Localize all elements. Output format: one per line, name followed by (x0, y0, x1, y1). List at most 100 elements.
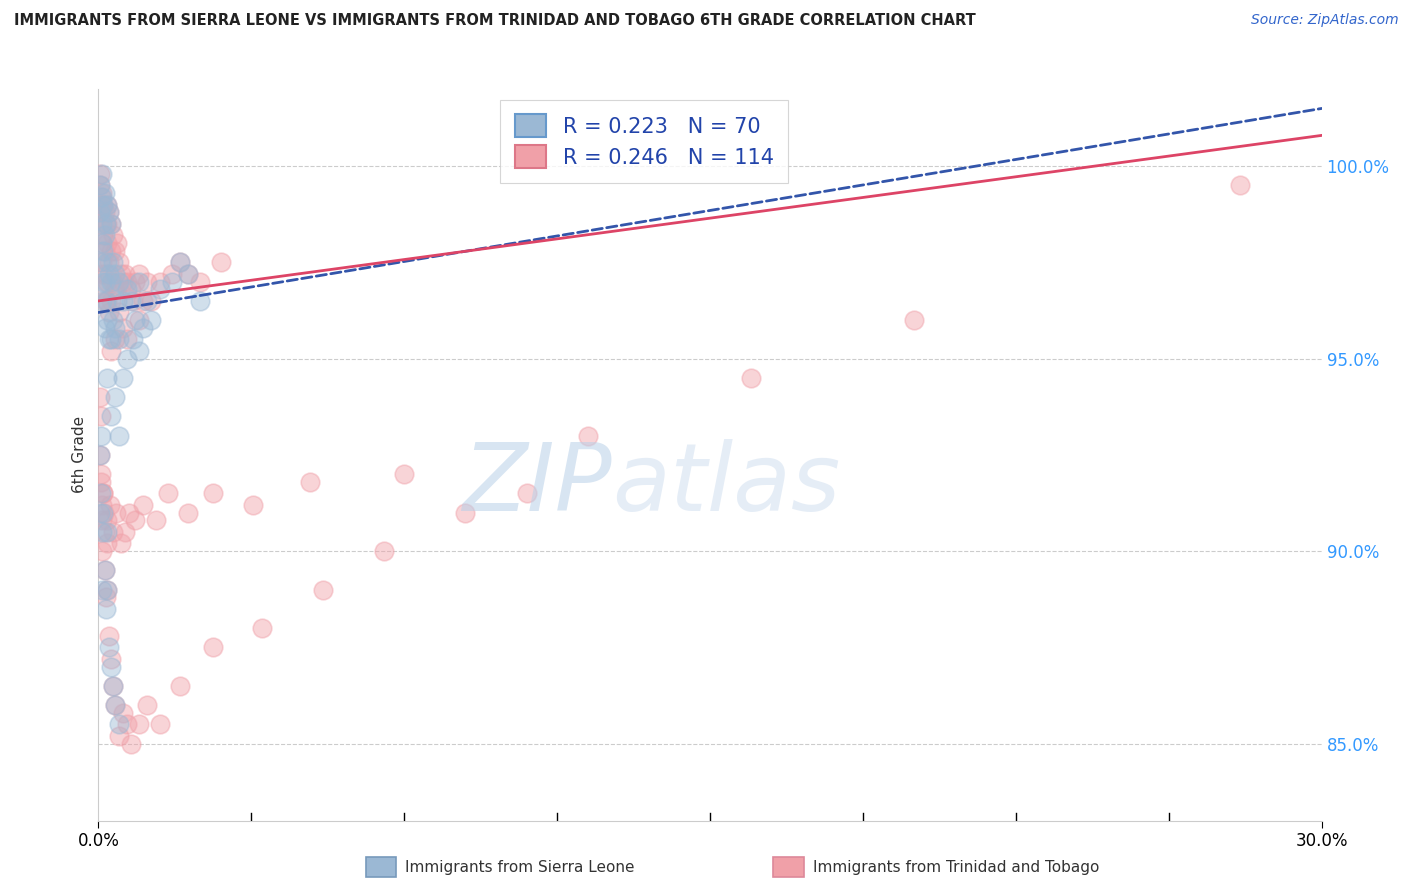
Point (114, 524, 136, 539)
Point (108, 305, 131, 319)
Point (136, 275, 159, 289)
Point (108, 729, 131, 743)
Point (454, 506, 477, 520)
Point (373, 544, 395, 558)
Point (90, 197, 112, 211)
Point (104, 282, 127, 296)
Point (740, 371, 762, 385)
Point (90, 475, 112, 489)
Point (104, 267, 127, 281)
Point (94, 591, 117, 605)
Point (108, 255, 131, 269)
Text: ZIP: ZIP (463, 439, 612, 530)
Point (104, 506, 127, 520)
Point (136, 293, 159, 308)
Point (91, 486, 114, 500)
Point (188, 275, 212, 289)
Point (93, 186, 115, 201)
Point (94, 293, 117, 308)
Point (104, 244, 127, 258)
Point (115, 333, 138, 347)
Point (89, 167, 111, 181)
Point (120, 282, 142, 296)
Point (97, 305, 120, 319)
Point (120, 737, 142, 751)
Point (124, 275, 146, 289)
Point (120, 293, 142, 308)
Point (111, 321, 134, 335)
Point (91, 167, 114, 181)
Point (91, 582, 114, 597)
Point (100, 333, 122, 347)
Point (149, 717, 172, 731)
Point (201, 640, 224, 655)
Text: Source: ZipAtlas.com: Source: ZipAtlas.com (1251, 13, 1399, 28)
Y-axis label: 6th Grade: 6th Grade (72, 417, 87, 493)
Point (93, 228, 115, 243)
Point (132, 321, 155, 335)
Point (96, 236, 118, 251)
Point (97, 333, 120, 347)
Point (96, 524, 118, 539)
Point (145, 513, 167, 527)
Point (90, 486, 112, 500)
Point (124, 313, 146, 327)
Point (108, 428, 131, 442)
Legend: R = 0.223   N = 70, R = 0.246   N = 114: R = 0.223 N = 70, R = 0.246 N = 114 (501, 100, 789, 183)
Point (101, 679, 124, 693)
Point (100, 659, 122, 673)
Text: atlas: atlas (612, 439, 841, 530)
Point (128, 343, 150, 358)
Point (91, 186, 114, 201)
Point (100, 343, 122, 358)
Point (576, 428, 599, 442)
Point (177, 506, 200, 520)
Point (101, 679, 124, 693)
Point (91, 205, 114, 219)
Point (188, 293, 212, 308)
Point (96, 197, 118, 211)
Point (110, 536, 132, 550)
Point (312, 582, 335, 597)
Point (93, 244, 115, 258)
Point (242, 498, 264, 512)
Point (105, 282, 128, 296)
Point (122, 333, 145, 347)
Point (141, 313, 163, 327)
Point (91, 267, 114, 281)
Point (89, 178, 111, 193)
Text: Immigrants from Trinidad and Tobago: Immigrants from Trinidad and Tobago (813, 860, 1099, 874)
Point (91, 197, 114, 211)
Point (104, 321, 127, 335)
Point (93, 293, 115, 308)
Point (115, 351, 138, 366)
Point (98, 498, 121, 512)
Point (100, 409, 122, 424)
Point (104, 698, 127, 713)
Point (96, 582, 118, 597)
Point (104, 698, 127, 713)
Point (91, 524, 114, 539)
Point (90, 217, 112, 231)
Point (94, 217, 117, 231)
Point (392, 467, 416, 482)
Point (100, 217, 122, 231)
Point (91, 197, 114, 211)
Point (93, 563, 115, 577)
Point (91, 506, 114, 520)
Point (96, 255, 118, 269)
Text: Immigrants from Sierra Leone: Immigrants from Sierra Leone (405, 860, 634, 874)
Point (101, 255, 124, 269)
Point (94, 217, 117, 231)
Point (111, 275, 134, 289)
Point (903, 313, 925, 327)
Point (89, 390, 111, 404)
Point (101, 524, 124, 539)
Point (250, 621, 273, 635)
Point (96, 536, 118, 550)
Point (160, 267, 183, 281)
Text: IMMIGRANTS FROM SIERRA LEONE VS IMMIGRANTS FROM TRINIDAD AND TOBAGO 6TH GRADE CO: IMMIGRANTS FROM SIERRA LEONE VS IMMIGRAN… (14, 13, 976, 29)
Point (89, 217, 111, 231)
Point (128, 275, 150, 289)
Point (97, 205, 120, 219)
